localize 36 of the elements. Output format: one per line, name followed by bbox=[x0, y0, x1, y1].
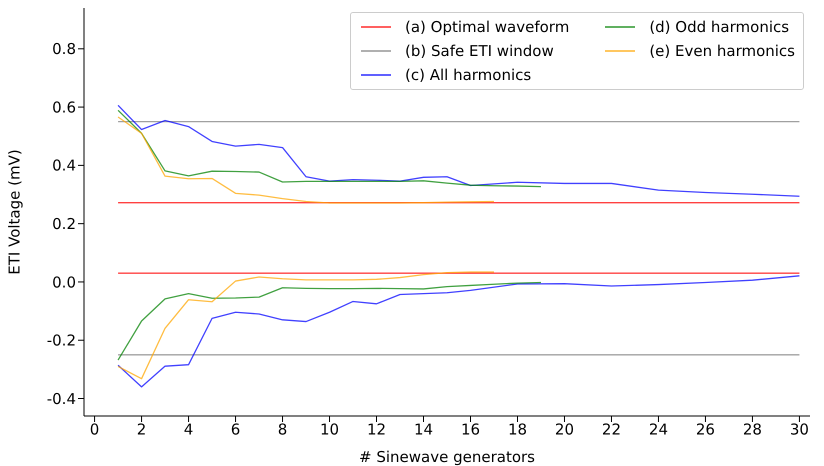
y-tick-label: -0.4 bbox=[46, 390, 76, 408]
x-tick-label: 2 bbox=[136, 420, 146, 439]
y-tick-label: -0.2 bbox=[46, 332, 76, 350]
x-tick-label: 14 bbox=[414, 420, 434, 439]
legend-label: (d) Odd harmonics bbox=[649, 18, 790, 36]
x-tick-label: 24 bbox=[648, 420, 668, 439]
x-tick-label: 22 bbox=[602, 420, 622, 439]
x-tick-label: 0 bbox=[90, 420, 100, 439]
y-tick-label: 0.8 bbox=[52, 40, 76, 58]
x-tick-label: 6 bbox=[230, 420, 240, 439]
y-tick-label: 0.0 bbox=[52, 273, 76, 292]
x-tick-label: 10 bbox=[320, 420, 340, 439]
legend-label: (b) Safe ETI window bbox=[404, 42, 554, 60]
x-tick-label: 30 bbox=[790, 420, 809, 439]
x-tick-label: 8 bbox=[278, 420, 288, 439]
x-tick-label: 16 bbox=[460, 420, 480, 439]
line-series bbox=[117, 104, 800, 197]
x-tick-label: 18 bbox=[508, 420, 528, 439]
legend-label: (c) All harmonics bbox=[404, 66, 532, 84]
x-tick-label: 20 bbox=[554, 420, 574, 439]
line-series bbox=[117, 271, 495, 380]
legend-label: (a) Optimal waveform bbox=[404, 18, 570, 36]
x-tick-label: 12 bbox=[366, 420, 386, 439]
x-axis-title: # Sinewave generators bbox=[359, 448, 536, 466]
line-series bbox=[117, 282, 542, 361]
x-tick-label: 4 bbox=[184, 420, 194, 439]
y-axis-title: ETI Voltage (mV) bbox=[5, 149, 24, 275]
y-tick-label: 0.2 bbox=[52, 214, 76, 233]
x-tick-label: 26 bbox=[696, 420, 715, 439]
line-series bbox=[117, 110, 542, 188]
legend-label: (e) Even harmonics bbox=[649, 42, 795, 60]
y-tick-label: 0.6 bbox=[52, 98, 76, 116]
y-tick-label: 0.4 bbox=[52, 156, 76, 175]
line-series bbox=[117, 116, 495, 204]
line-series bbox=[117, 275, 800, 388]
x-tick-label: 28 bbox=[742, 420, 762, 439]
